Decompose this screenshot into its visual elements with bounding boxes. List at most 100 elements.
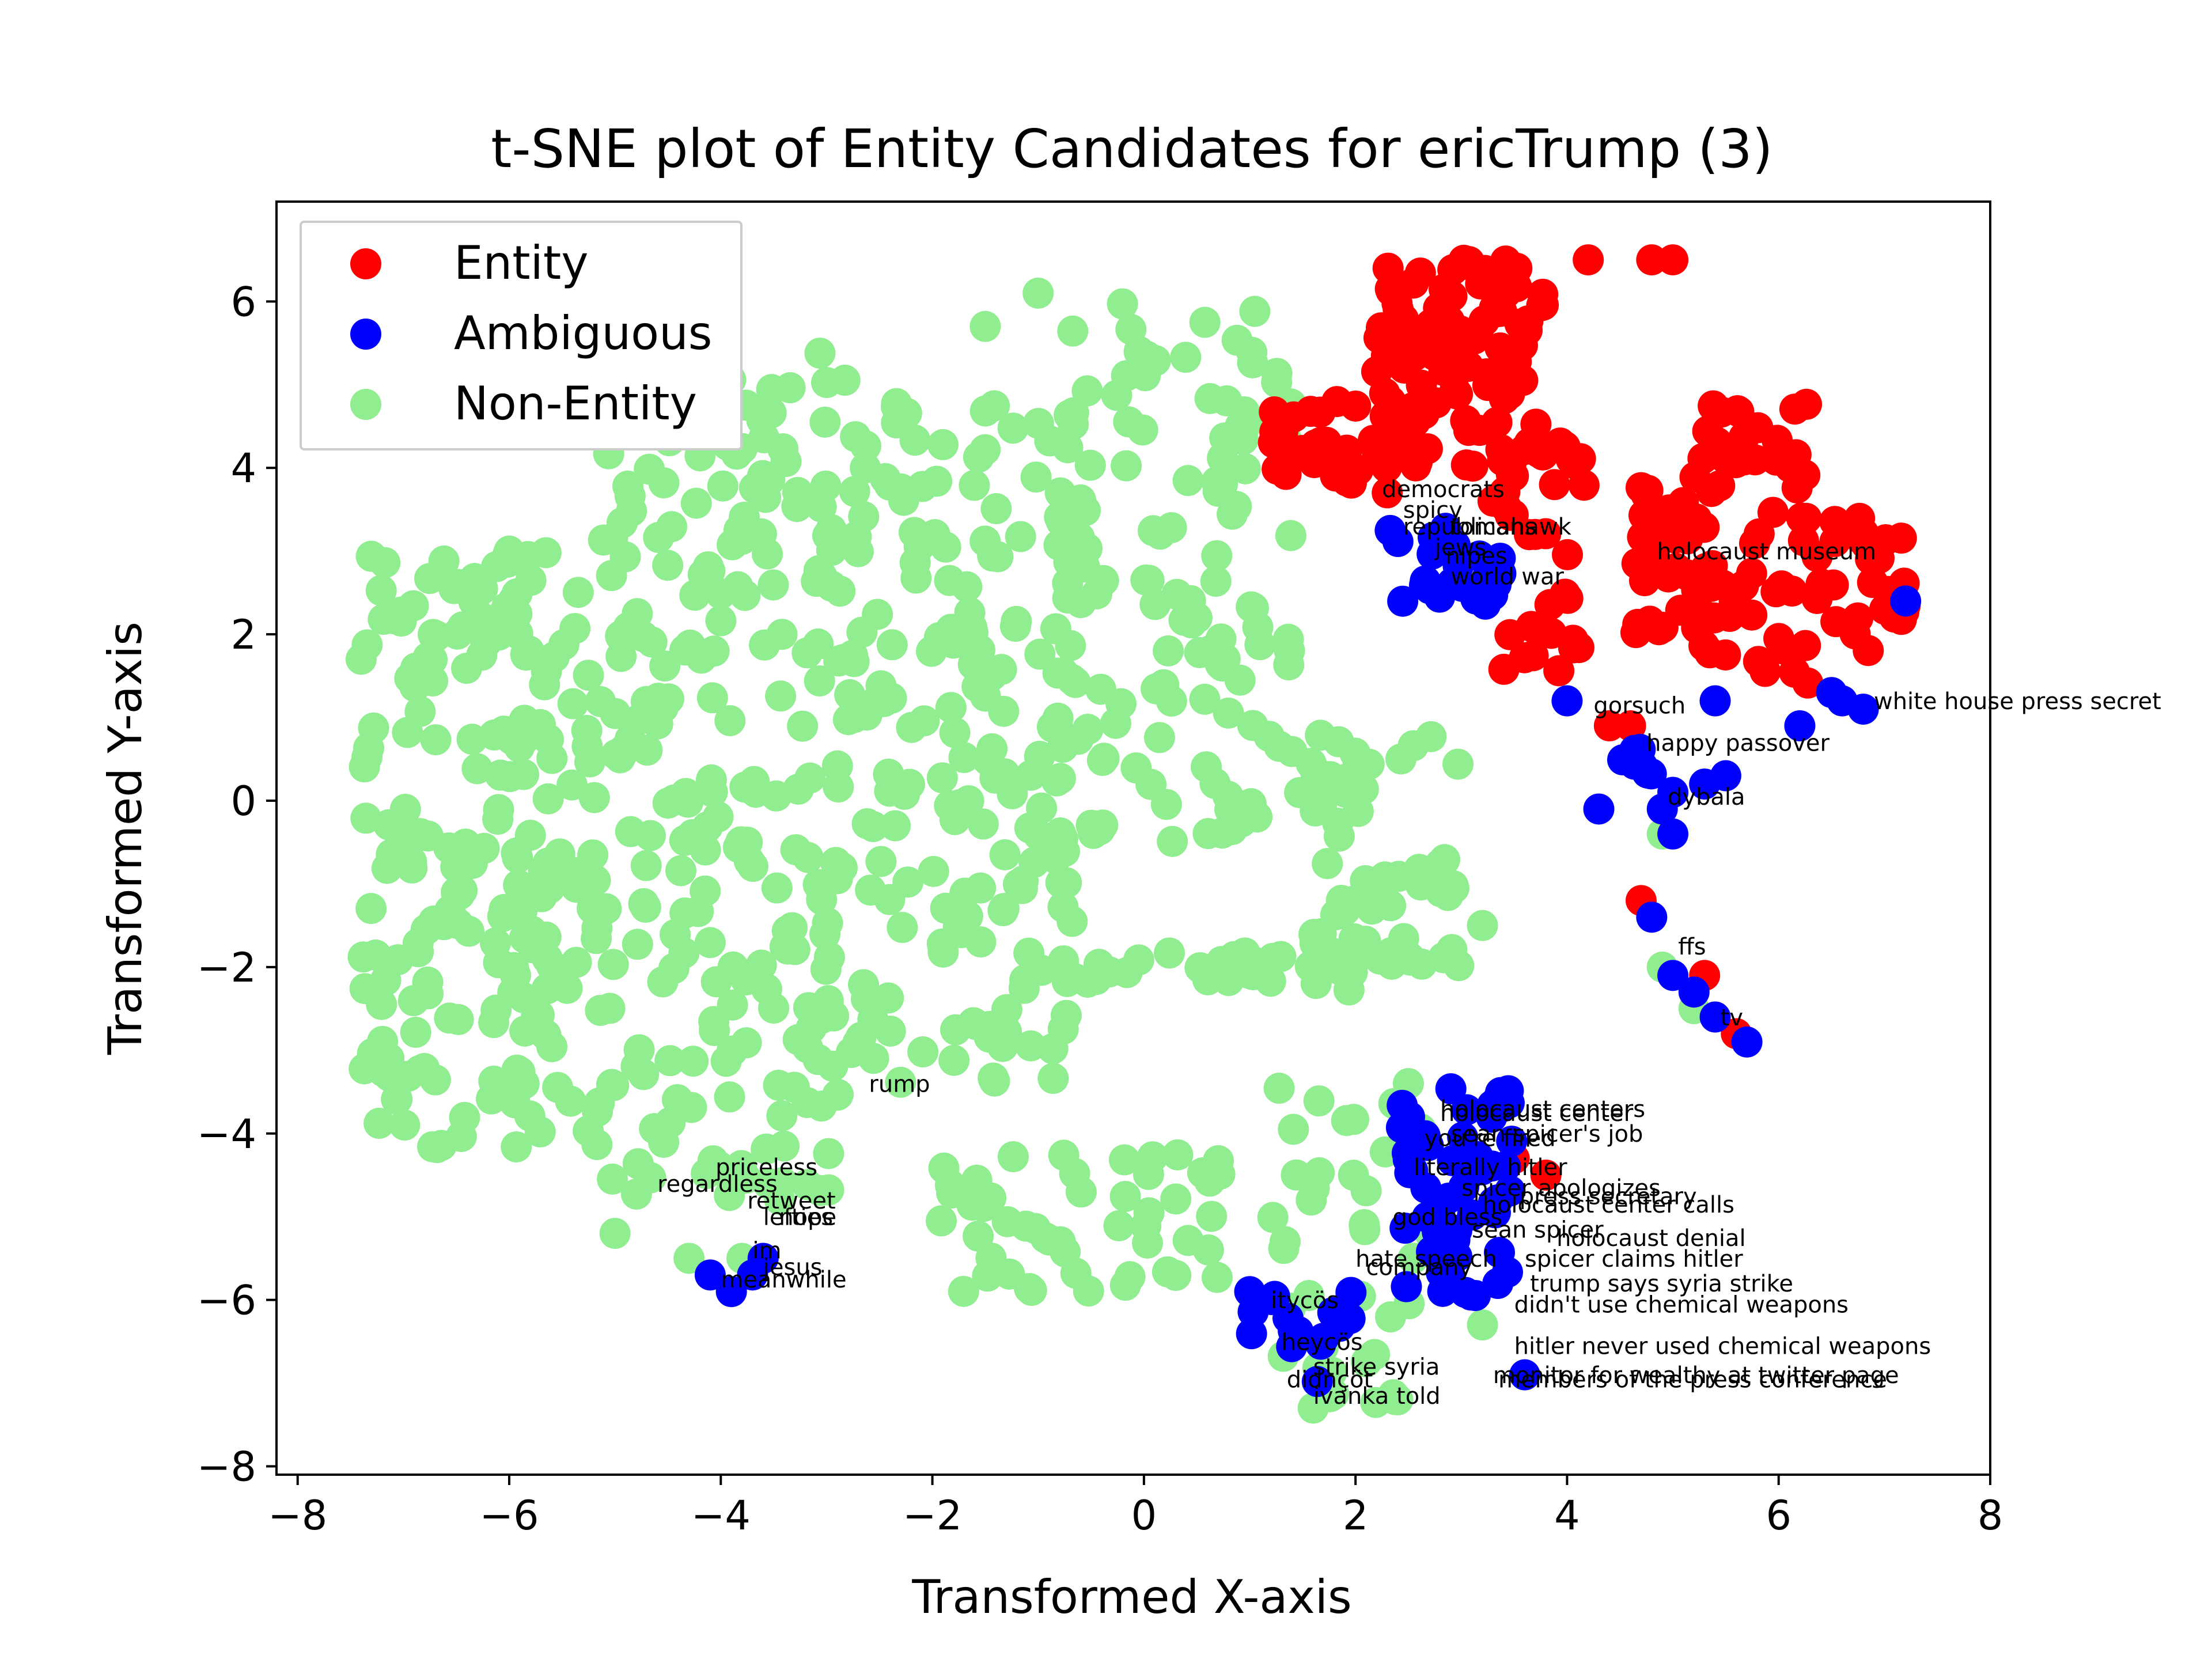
non-entity-point (805, 1090, 837, 1122)
non-entity-point (381, 1084, 412, 1115)
non-entity-point (837, 639, 869, 671)
annotation-layer: democratsspicyrepublicanstomahawkjewsnip… (657, 476, 2161, 1410)
entity-point (1543, 655, 1575, 687)
non-entity-point (369, 547, 401, 578)
non-entity-point (536, 1031, 568, 1063)
x-tick-label: −2 (903, 1492, 962, 1539)
non-entity-point (1359, 1339, 1391, 1370)
non-entity-point (829, 365, 861, 396)
non-entity-point (1042, 702, 1074, 734)
non-entity-point (746, 404, 778, 436)
non-entity-point (839, 702, 870, 733)
non-entity-point (597, 949, 629, 980)
x-axis-ticks: −8 −6 −4 −2 0 2 4 6 8 (268, 1475, 2003, 1539)
non-entity-point (1192, 1234, 1224, 1266)
entity-point (1622, 608, 1654, 640)
non-entity-point (963, 441, 994, 473)
non-entity-point (714, 1081, 745, 1113)
non-entity-point (639, 1113, 671, 1145)
non-entity-point (345, 643, 377, 675)
ambiguous-point (1236, 1318, 1267, 1350)
non-entity-point (963, 1220, 994, 1252)
non-entity-point (1395, 944, 1426, 976)
ambiguous-point (1391, 1271, 1422, 1302)
non-entity-point (1217, 498, 1248, 530)
non-entity-point (1065, 1176, 1097, 1208)
non-entity-point (608, 734, 639, 766)
non-entity-point (1369, 861, 1401, 893)
non-entity-point (1257, 942, 1289, 974)
non-entity-point (444, 878, 475, 910)
non-entity-point (389, 1109, 421, 1141)
ambiguous-point (1657, 818, 1689, 850)
entity-point (1439, 374, 1471, 406)
entity-point (1819, 526, 1851, 558)
point-annotation: gorsuch (1593, 692, 1685, 719)
entity-point (1801, 582, 1833, 614)
entity-point (1437, 254, 1469, 286)
non-entity-point (449, 1101, 480, 1133)
non-entity-point (696, 682, 728, 714)
non-entity-point (509, 704, 540, 736)
non-entity-point (705, 605, 737, 637)
non-entity-point (672, 786, 704, 818)
non-entity-point (1020, 461, 1052, 493)
non-entity-point (951, 571, 983, 603)
non-entity-point (674, 629, 706, 661)
non-entity-point (791, 637, 823, 669)
non-entity-point (1111, 450, 1142, 482)
non-entity-point (921, 465, 953, 497)
non-entity-point (1424, 849, 1456, 880)
non-entity-point (1070, 495, 1101, 527)
non-entity-point (1253, 721, 1285, 752)
ambiguous-point (1847, 694, 1879, 725)
non-entity-point (876, 629, 908, 661)
non-entity-point (1209, 643, 1241, 675)
non-entity-point (560, 946, 592, 978)
entity-point (1593, 710, 1625, 741)
point-annotation: meanwhile (721, 1267, 846, 1293)
entity-point (1698, 390, 1729, 422)
non-entity-point (1236, 336, 1268, 368)
non-entity-point (980, 493, 1012, 525)
entity-point (1527, 439, 1559, 471)
non-entity-point (585, 995, 616, 1027)
entity-point (1340, 390, 1372, 422)
ambiguous-point (1417, 521, 1449, 553)
ambiguous-point (747, 1243, 779, 1274)
non-entity-point (654, 1045, 686, 1077)
x-tick-label: 4 (1554, 1492, 1580, 1539)
non-entity-point (977, 540, 1009, 572)
non-entity-point (1176, 607, 1207, 639)
non-entity-point (927, 429, 959, 460)
entity-point (1653, 561, 1684, 593)
non-entity-point (643, 522, 675, 554)
entity-point (1520, 518, 1551, 550)
non-entity-point (692, 551, 724, 582)
point-annotation: monitor for wealthy at twitter page (1493, 1362, 1899, 1389)
y-tick-label: 2 (230, 611, 256, 658)
point-annotation: company (1366, 1254, 1472, 1281)
non-entity-point (1054, 399, 1085, 431)
non-entity-point (765, 680, 797, 712)
non-entity-point (557, 688, 589, 719)
non-entity-point (1016, 1275, 1047, 1306)
non-entity-point (979, 390, 1010, 422)
non-entity-point (752, 538, 783, 570)
non-entity-point (1305, 719, 1336, 751)
non-entity-point (812, 907, 843, 939)
non-entity-point (918, 855, 949, 887)
entity-point (1479, 292, 1510, 324)
y-tick-label: −4 (197, 1111, 256, 1158)
point-annotation: holocaust center calls (1483, 1192, 1734, 1218)
non-entity-point (991, 994, 1022, 1025)
point-annotation: holocaust museum (1657, 539, 1877, 565)
non-entity-point (1467, 910, 1498, 941)
non-entity-point (442, 908, 474, 940)
non-entity-point (1127, 414, 1158, 446)
non-entity-point (1375, 890, 1407, 922)
entity-point (1679, 461, 1711, 493)
non-entity-point (501, 1131, 532, 1162)
non-entity-point (1047, 1013, 1079, 1045)
entity-point (1372, 477, 1403, 509)
